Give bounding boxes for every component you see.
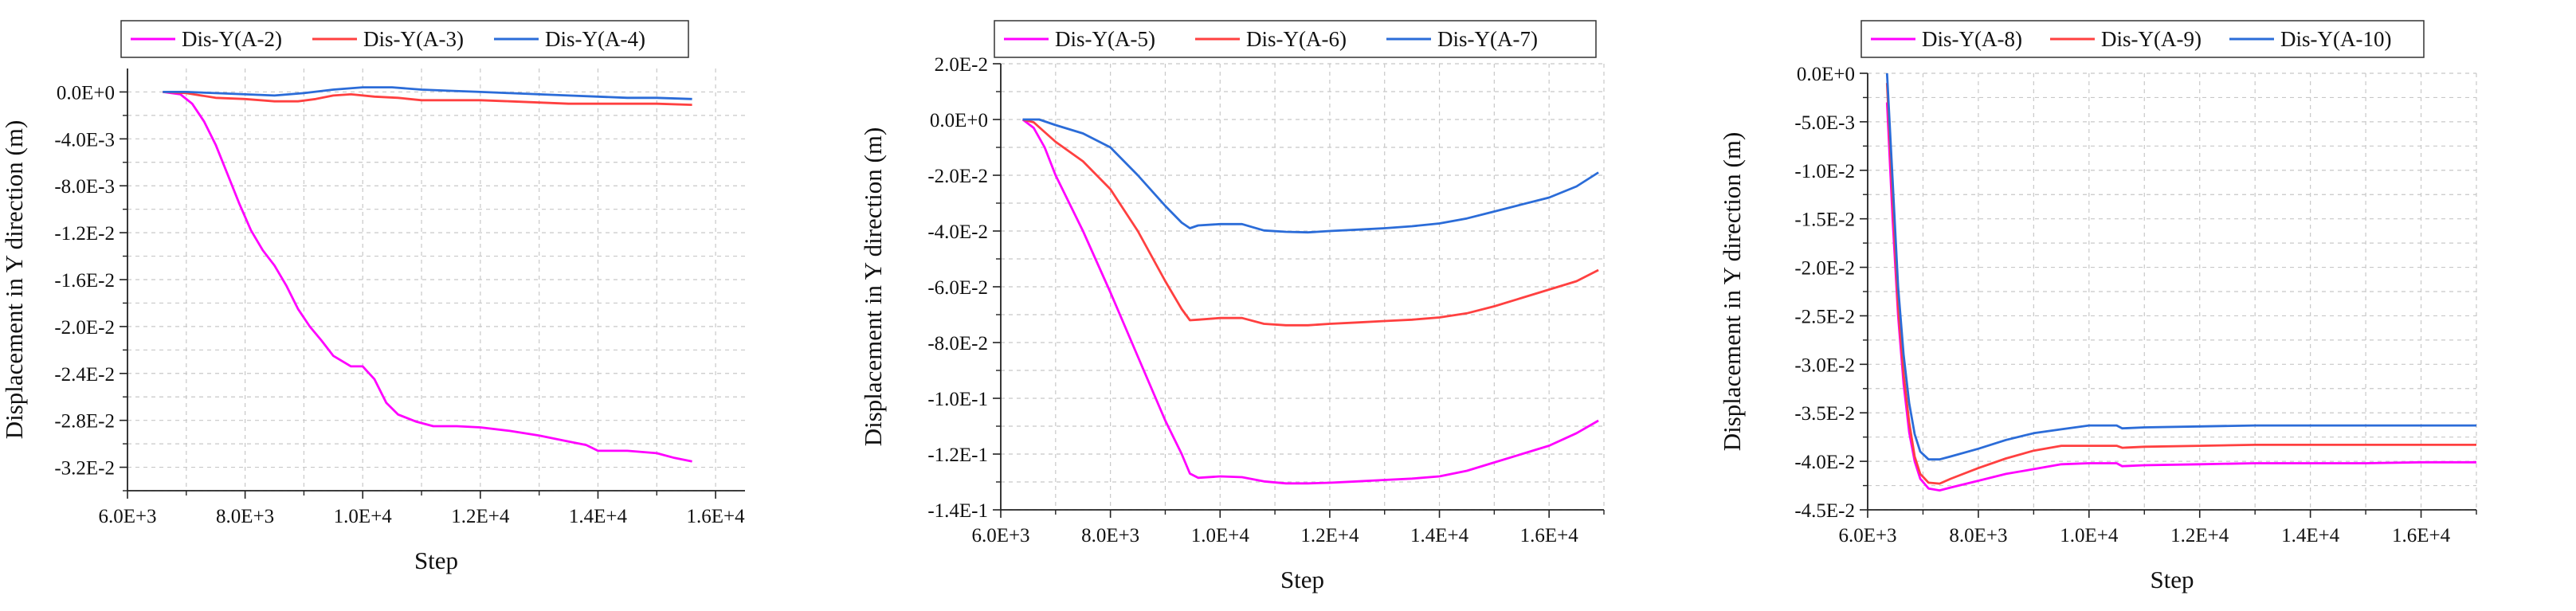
y-tick-label: -2.0E-2 <box>54 317 115 339</box>
y-tick-label: 0.0E+0 <box>930 110 988 131</box>
legend: Dis-Y(A-2) Dis-Y(A-3) Dis-Y(A-4) <box>120 20 689 58</box>
y-tick-label: -8.0E-3 <box>54 176 115 198</box>
legend: Dis-Y(A-5) Dis-Y(A-6) Dis-Y(A-7) <box>994 20 1597 58</box>
y-tick-label: -4.5E-2 <box>1794 500 1855 522</box>
x-tick-label: 1.2E+4 <box>1300 525 1359 546</box>
x-tick-label: 1.4E+4 <box>1410 525 1469 546</box>
y-tick-label: -6.0E-2 <box>927 277 988 299</box>
legend-label: Dis-Y(A-2) <box>182 27 282 51</box>
legend-label: Dis-Y(A-9) <box>2101 27 2202 51</box>
series-line-3 <box>1885 72 2476 461</box>
legend-box <box>120 20 689 58</box>
x-tick-label: 1.6E+4 <box>2392 525 2451 546</box>
x-tick-label: 1.0E+4 <box>1191 525 1250 546</box>
y-tick-label: -1.2E-1 <box>927 445 988 466</box>
legend-label: Dis-Y(A-7) <box>1437 27 1538 51</box>
series-line-3 <box>1022 118 1599 234</box>
x-tick-label: 1.0E+4 <box>2060 525 2119 546</box>
legend-label: Dis-Y(A-4) <box>545 27 645 51</box>
chart-panel-2: 6.0E+3 8.0E+3 1.0E+4 1.2E+4 1.4E+4 1.6E+4 2.0E… <box>859 20 1605 593</box>
y-tick-label: -1.4E-1 <box>927 500 988 522</box>
y-tick-label: -2.8E-2 <box>54 411 115 433</box>
legend-label: Dis-Y(A-10) <box>2280 27 2391 51</box>
series-line-2 <box>1022 118 1599 327</box>
legend: Dis-Y(A-8) Dis-Y(A-9) Dis-Y(A-10) <box>1860 20 2425 58</box>
x-tick-label: 1.2E+4 <box>451 506 510 527</box>
y-tick-label: 0.0E+0 <box>1797 64 1855 85</box>
chart-panel-1: 6.0E+3 8.0E+3 1.0E+4 1.2E+4 1.4E+4 1.6E+4 0.0E… <box>0 20 746 574</box>
x-axis-title: Step <box>414 546 458 574</box>
series-line-1 <box>163 91 692 463</box>
y-tick-label: -1.5E-2 <box>1794 210 1855 231</box>
x-tick-label: 6.0E+3 <box>971 525 1029 546</box>
grid <box>1001 63 1605 511</box>
x-tick-label: 1.2E+4 <box>2170 525 2229 546</box>
legend-box <box>994 20 1597 58</box>
x-tick-label: 6.0E+3 <box>98 506 156 527</box>
grid <box>127 69 745 492</box>
legend-label: Dis-Y(A-3) <box>363 27 464 51</box>
series-line-1 <box>1021 118 1599 485</box>
x-tick-label: 6.0E+3 <box>1838 525 1896 546</box>
series-line-2 <box>1885 83 2476 485</box>
x-axis-title: Step <box>1280 566 1324 593</box>
y-tick-label: -4.0E-3 <box>54 129 115 151</box>
legend-label: Dis-Y(A-5) <box>1055 27 1155 51</box>
x-tick-label: 1.0E+4 <box>334 506 393 527</box>
y-tick-label: -2.0E-2 <box>1794 258 1855 280</box>
x-tick-label: 1.4E+4 <box>569 506 628 527</box>
chart-panel-3: 6.0E+3 8.0E+3 1.0E+4 1.2E+4 1.4E+4 1.6E+4 0.0E… <box>1718 20 2477 593</box>
y-tick-label: 0.0E+0 <box>57 82 115 104</box>
legend-label: Dis-Y(A-6) <box>1246 27 1347 51</box>
y-tick-label: -4.0E-2 <box>1794 452 1855 473</box>
y-axis-title: Displacement in Y direction (m) <box>1718 132 1746 452</box>
y-tick-label: 2.0E-2 <box>935 54 988 76</box>
y-tick-label: -1.2E-2 <box>54 223 115 245</box>
x-tick-label: 1.4E+4 <box>2281 525 2340 546</box>
x-tick-label: 8.0E+3 <box>1949 525 2007 546</box>
x-tick-label: 8.0E+3 <box>216 506 274 527</box>
y-tick-label: -1.0E-1 <box>927 389 988 410</box>
series-line-2 <box>163 91 692 106</box>
x-tick-label: 8.0E+3 <box>1081 525 1139 546</box>
legend-box <box>1860 20 2425 58</box>
series-line-3 <box>163 86 692 100</box>
y-tick-label: -2.5E-2 <box>1794 306 1855 327</box>
y-tick-label: -1.6E-2 <box>54 270 115 292</box>
y-axis-title: Displacement in Y direction (m) <box>859 127 887 447</box>
x-tick-label: 1.6E+4 <box>687 506 746 527</box>
y-tick-label: -3.2E-2 <box>54 458 115 480</box>
x-axis-title: Step <box>2150 566 2194 593</box>
x-tick-label: 1.6E+4 <box>1520 525 1579 546</box>
y-tick-label: -4.0E-2 <box>927 221 988 243</box>
legend-label: Dis-Y(A-8) <box>1922 27 2022 51</box>
y-tick-label: -2.4E-2 <box>54 364 115 386</box>
series-line-1 <box>1885 102 2476 492</box>
y-tick-label: -8.0E-2 <box>927 333 988 354</box>
y-tick-label: -3.0E-2 <box>1794 354 1855 376</box>
y-axis-title: Displacement in Y direction (m) <box>0 120 28 440</box>
y-tick-label: -5.0E-3 <box>1794 112 1855 134</box>
y-tick-label: -1.0E-2 <box>1794 161 1855 182</box>
y-tick-label: -3.5E-2 <box>1794 403 1855 425</box>
y-tick-label: -2.0E-2 <box>927 166 988 187</box>
